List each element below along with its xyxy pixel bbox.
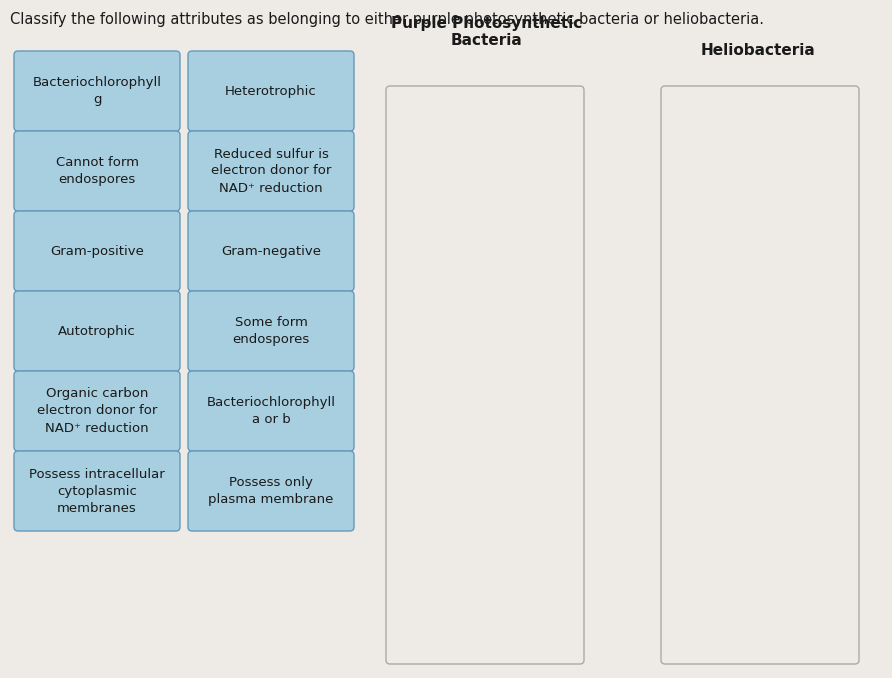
Text: Some form
endospores: Some form endospores (233, 316, 310, 346)
Text: Bacteriochlorophyll
g: Bacteriochlorophyll g (32, 76, 161, 106)
Text: Cannot form
endospores: Cannot form endospores (55, 156, 138, 186)
Text: Purple Photosynthetic
Bacteria: Purple Photosynthetic Bacteria (392, 16, 582, 48)
Text: Heterotrophic: Heterotrophic (225, 85, 317, 98)
Text: Classify the following attributes as belonging to either purple photosynthetic b: Classify the following attributes as bel… (10, 12, 764, 27)
FancyBboxPatch shape (14, 451, 180, 531)
FancyBboxPatch shape (661, 86, 859, 664)
FancyBboxPatch shape (14, 211, 180, 291)
FancyBboxPatch shape (188, 451, 354, 531)
Text: Bacteriochlorophyll
a or b: Bacteriochlorophyll a or b (207, 396, 335, 426)
FancyBboxPatch shape (188, 371, 354, 451)
FancyBboxPatch shape (188, 291, 354, 371)
FancyBboxPatch shape (14, 51, 180, 131)
Text: Autotrophic: Autotrophic (58, 325, 136, 338)
Text: Gram-positive: Gram-positive (50, 245, 144, 258)
Text: Possess only
plasma membrane: Possess only plasma membrane (209, 476, 334, 506)
FancyBboxPatch shape (188, 51, 354, 131)
FancyBboxPatch shape (188, 131, 354, 211)
FancyBboxPatch shape (188, 211, 354, 291)
Text: Organic carbon
electron donor for
NAD⁺ reduction: Organic carbon electron donor for NAD⁺ r… (37, 388, 157, 435)
Text: Heliobacteria: Heliobacteria (700, 43, 815, 58)
Text: Gram-negative: Gram-negative (221, 245, 321, 258)
Text: Possess intracellular
cytoplasmic
membranes: Possess intracellular cytoplasmic membra… (29, 468, 165, 515)
FancyBboxPatch shape (14, 371, 180, 451)
FancyBboxPatch shape (386, 86, 584, 664)
Text: Reduced sulfur is
electron donor for
NAD⁺ reduction: Reduced sulfur is electron donor for NAD… (211, 148, 331, 195)
FancyBboxPatch shape (14, 131, 180, 211)
FancyBboxPatch shape (14, 291, 180, 371)
